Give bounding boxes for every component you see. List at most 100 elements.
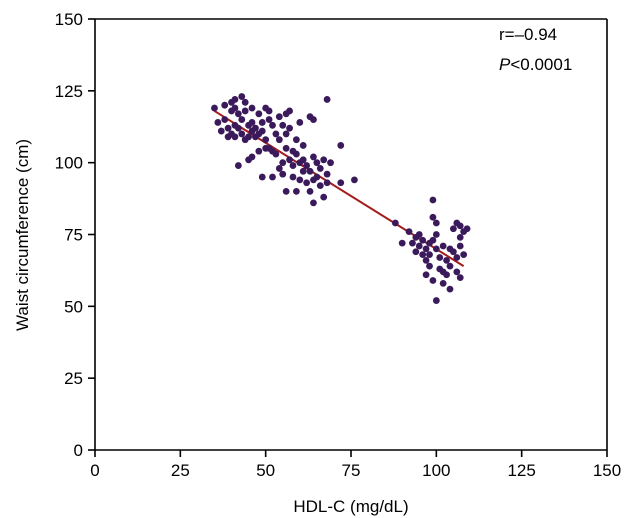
data-point — [231, 96, 239, 103]
data-point — [306, 167, 314, 175]
data-point — [258, 173, 266, 181]
data-points — [211, 93, 471, 304]
data-point — [292, 136, 300, 144]
data-point — [296, 119, 304, 126]
data-point — [412, 248, 420, 256]
data-point — [391, 219, 399, 227]
p-annotation-value: <0.0001 — [510, 55, 572, 74]
data-point — [439, 242, 447, 250]
data-point — [432, 219, 440, 227]
p-annotation-italic: P — [499, 55, 511, 74]
data-point — [303, 179, 311, 187]
y-tick-label: 125 — [55, 82, 83, 101]
r-annotation: r=–0.94 — [499, 25, 557, 44]
data-point — [279, 121, 287, 129]
plot-area — [94, 18, 608, 451]
data-point — [306, 188, 314, 195]
data-point — [419, 251, 427, 259]
data-point — [429, 277, 437, 284]
data-point — [234, 124, 242, 132]
data-point — [313, 173, 321, 181]
data-point — [337, 142, 345, 149]
data-point — [323, 96, 331, 103]
x-tick-label: 75 — [342, 461, 361, 480]
data-point — [299, 142, 307, 149]
data-point — [443, 271, 450, 279]
data-point — [415, 242, 423, 250]
data-point — [323, 179, 331, 187]
data-point — [292, 188, 300, 195]
data-point — [231, 104, 239, 112]
data-point — [443, 256, 450, 264]
data-point — [429, 236, 437, 244]
data-point — [436, 254, 444, 261]
data-point — [234, 162, 242, 169]
data-point — [269, 173, 276, 181]
data-point — [337, 179, 345, 187]
data-point — [248, 104, 256, 112]
y-tick-label: 0 — [74, 441, 83, 460]
data-point — [262, 136, 270, 144]
data-point — [432, 297, 440, 304]
data-point — [409, 239, 416, 247]
data-point — [275, 113, 283, 121]
data-point — [248, 153, 256, 161]
x-tick-label: 100 — [422, 461, 450, 480]
data-point — [265, 107, 273, 115]
y-tick-label: 150 — [55, 10, 83, 29]
data-point — [275, 136, 283, 144]
data-point — [221, 116, 229, 123]
y-axis-ticks: 0 25 50 75 100 125 150 — [55, 10, 95, 460]
data-point — [252, 124, 259, 132]
data-point — [258, 127, 266, 135]
data-point — [275, 165, 283, 172]
data-point — [323, 170, 331, 178]
x-axis-title: HDL-C (mg/dL) — [293, 497, 408, 516]
data-point — [450, 248, 457, 256]
data-point — [316, 182, 324, 190]
data-point — [453, 254, 461, 261]
x-tick-label: 25 — [171, 461, 190, 480]
data-point — [316, 165, 324, 172]
data-point — [310, 153, 317, 161]
data-point — [221, 101, 229, 109]
data-point — [272, 150, 280, 158]
data-point — [439, 279, 447, 287]
data-point — [450, 225, 457, 233]
data-point — [286, 124, 293, 132]
data-point — [310, 199, 317, 207]
data-point — [432, 245, 440, 253]
data-point — [286, 107, 293, 115]
data-point — [258, 119, 266, 126]
data-point — [245, 133, 253, 141]
data-point — [405, 228, 413, 236]
data-point — [320, 156, 328, 164]
data-point — [238, 116, 246, 123]
data-point — [211, 104, 218, 112]
x-tick-label: 50 — [256, 461, 275, 480]
data-point — [231, 133, 239, 141]
data-point — [320, 193, 328, 201]
data-point — [282, 130, 290, 138]
y-tick-label: 100 — [55, 154, 83, 173]
data-point — [446, 262, 454, 270]
data-point — [282, 188, 290, 195]
data-point — [398, 239, 406, 247]
data-point — [214, 119, 222, 126]
y-tick-label: 25 — [64, 369, 83, 388]
data-point — [265, 116, 273, 123]
data-point — [422, 245, 430, 253]
data-point — [422, 256, 430, 264]
data-point — [241, 107, 249, 115]
y-tick-label: 75 — [64, 226, 83, 245]
data-point — [327, 159, 334, 167]
data-point — [426, 262, 433, 270]
data-point — [463, 225, 471, 233]
data-point — [429, 196, 437, 204]
data-point — [248, 119, 256, 126]
data-point — [292, 150, 300, 158]
data-point — [286, 156, 293, 164]
data-point — [310, 116, 317, 123]
data-point — [429, 213, 437, 221]
